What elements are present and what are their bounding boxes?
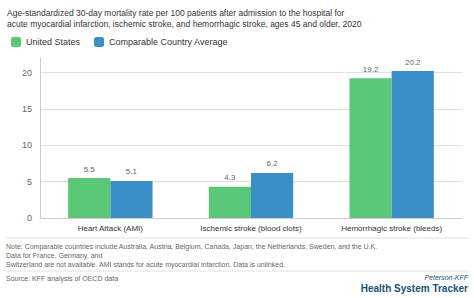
svg-text:Heart Attack (AMI): Heart Attack (AMI) <box>78 224 144 233</box>
svg-text:Comparable Country Average: Comparable Country Average <box>109 37 227 47</box>
svg-text:5.1: 5.1 <box>126 167 138 176</box>
svg-text:15: 15 <box>22 104 32 114</box>
svg-text:United States: United States <box>26 37 81 47</box>
svg-text:4.3: 4.3 <box>224 173 236 182</box>
svg-text:Peterson-KFF: Peterson-KFF <box>424 274 468 281</box>
svg-text:10: 10 <box>22 140 32 150</box>
svg-text:5: 5 <box>27 177 32 187</box>
svg-text:Source: KFF analysis of OECD d: Source: KFF analysis of OECD data <box>6 275 118 283</box>
svg-text:Switzerland are not available.: Switzerland are not available. AMI stand… <box>6 261 285 269</box>
svg-text:0: 0 <box>27 213 32 223</box>
svg-text:Note: Comparable countries inc: Note: Comparable countries include Austr… <box>6 243 379 251</box>
svg-text:Health System Tracker: Health System Tracker <box>361 283 468 294</box>
svg-text:Age-standardized 30-day mortal: Age-standardized 30-day mortality rate p… <box>7 8 345 18</box>
svg-text:Hemorrhagic stroke (bleeds): Hemorrhagic stroke (bleeds) <box>341 224 442 233</box>
svg-text:5.5: 5.5 <box>84 165 96 174</box>
svg-text:Data for France, Germany, and: Data for France, Germany, and <box>6 252 102 260</box>
svg-text:Ischemic stroke (blood clots): Ischemic stroke (blood clots) <box>200 224 302 233</box>
svg-text:6.2: 6.2 <box>267 159 279 168</box>
svg-text:19.2: 19.2 <box>363 65 379 74</box>
svg-text:20.2: 20.2 <box>405 58 421 67</box>
svg-text:20: 20 <box>22 68 32 78</box>
svg-text:acute myocardial infarction, i: acute myocardial infarction, ischemic st… <box>7 19 362 29</box>
